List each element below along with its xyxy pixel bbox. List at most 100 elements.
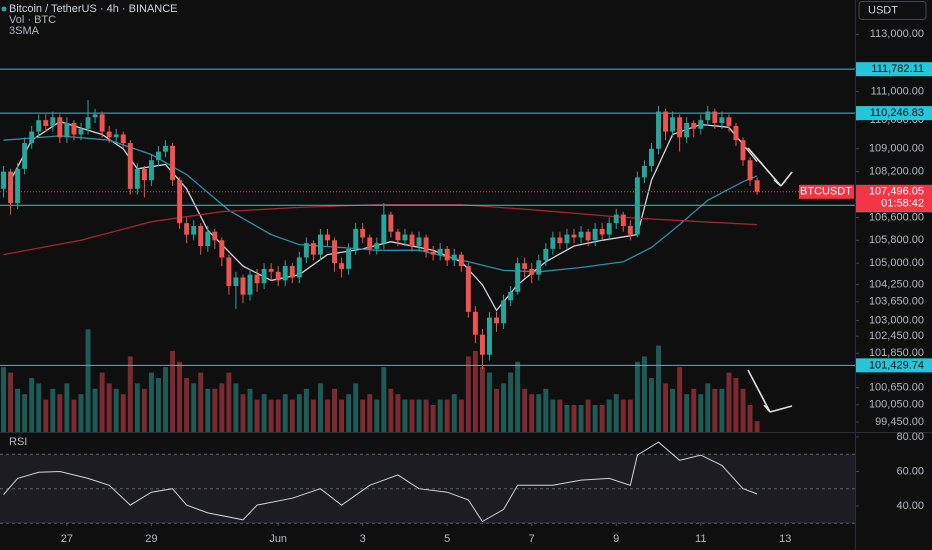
volume-bar — [747, 405, 753, 432]
volume-bar — [479, 367, 485, 432]
volume-bar — [458, 399, 464, 432]
candle-body — [648, 148, 654, 166]
volume-bar — [571, 405, 577, 432]
candle-body — [43, 120, 49, 126]
volume-bar — [317, 383, 323, 432]
volume-bar — [508, 372, 514, 432]
candle-body — [275, 271, 281, 281]
volume-bar — [374, 399, 380, 432]
candle-body — [585, 231, 591, 241]
candle-body — [205, 231, 211, 247]
candle-body — [332, 240, 337, 264]
volume-bar — [163, 367, 168, 432]
y-tick-label: 103,000.00 — [869, 314, 924, 326]
y-tick-label: 108,200.00 — [869, 166, 924, 178]
candle-body — [494, 317, 499, 324]
volume-bar — [712, 388, 718, 432]
candle-body — [663, 111, 669, 132]
volume-bar — [113, 388, 119, 432]
volume-bar — [99, 372, 105, 432]
candle-body — [219, 240, 225, 258]
volume-bar — [346, 394, 352, 432]
volume-bar — [606, 399, 612, 432]
volume-bar — [648, 378, 654, 432]
candle-body — [163, 145, 168, 152]
volume-bar — [564, 405, 570, 432]
volume-bar — [339, 399, 345, 432]
candle-body — [346, 248, 352, 269]
last-price-label: 107,496.05 — [869, 186, 924, 198]
volume-bar — [395, 394, 401, 432]
candle-body — [451, 254, 457, 261]
volume-bar — [381, 367, 387, 432]
volume-bar — [233, 383, 239, 432]
currency-button[interactable] — [858, 1, 927, 20]
y-tick-label: 105,800.00 — [869, 234, 924, 246]
x-tick-label: 13 — [779, 533, 791, 545]
volume-bar — [691, 388, 697, 432]
candle-body — [254, 274, 260, 284]
candle-body — [155, 151, 161, 161]
volume-bar — [254, 399, 260, 432]
volume-bar — [585, 399, 591, 432]
x-tick-label: 27 — [61, 533, 73, 545]
y-tick-label: 104,250.00 — [869, 279, 924, 291]
candle-body — [656, 111, 661, 149]
symbol-tag: BTCUSDT — [800, 186, 852, 198]
candle-body — [670, 117, 676, 132]
y-tick-label: 80.00 — [896, 431, 924, 443]
volume-bar — [22, 394, 28, 432]
countdown-label: 01:58:42 — [881, 198, 924, 210]
candle-body — [212, 231, 218, 241]
volume-bar — [698, 394, 704, 432]
candle-body — [247, 274, 253, 295]
volume-bar — [451, 394, 457, 432]
volume-bar — [106, 383, 112, 432]
volume-bar — [29, 378, 35, 432]
volume-bar — [141, 388, 147, 432]
candle-body — [677, 117, 683, 138]
candle-body — [177, 180, 183, 224]
volume-bar — [423, 399, 429, 432]
drawn-arrow — [747, 147, 793, 187]
candle-body — [353, 228, 359, 249]
currency-label[interactable]: USDT — [868, 4, 898, 16]
candle-body — [606, 223, 612, 235]
candle-body — [148, 160, 154, 181]
last-price-box — [856, 184, 932, 212]
rsi-label: RSI — [9, 436, 27, 448]
candle-body — [233, 277, 239, 287]
x-tick-label: Jun — [269, 533, 287, 545]
candle-body — [113, 134, 119, 138]
volume-label: Vol · BTC — [9, 14, 56, 26]
candle-body — [423, 237, 429, 252]
candle-body — [374, 243, 380, 249]
candle-body — [409, 234, 415, 247]
candle-body — [310, 243, 316, 255]
candle-body — [444, 248, 450, 261]
y-tick-label: 60.00 — [896, 465, 924, 477]
candle-body — [268, 268, 274, 272]
y-tick-label: 103,650.00 — [869, 296, 924, 308]
volume-bar — [543, 388, 549, 432]
level-label-box — [856, 106, 932, 121]
volume-bar — [50, 388, 56, 432]
candle-body — [22, 143, 28, 169]
y-tick-label: 109,000.00 — [869, 143, 924, 155]
candle-body — [465, 266, 471, 312]
candle-body — [522, 263, 528, 269]
candle-body — [1, 171, 6, 189]
volume-bar — [43, 399, 49, 432]
volume-bar — [353, 383, 359, 432]
volume-bar — [8, 372, 14, 432]
volume-bar — [240, 394, 246, 432]
candle-body — [634, 177, 640, 235]
y-tick-label: 100,650.00 — [869, 382, 924, 394]
candle-body — [303, 243, 309, 258]
level-label: 110,246.83 — [870, 107, 924, 119]
volume-bar — [184, 378, 190, 432]
candle-body — [184, 223, 190, 235]
candle-body — [536, 260, 542, 275]
volume-bar — [71, 399, 77, 432]
